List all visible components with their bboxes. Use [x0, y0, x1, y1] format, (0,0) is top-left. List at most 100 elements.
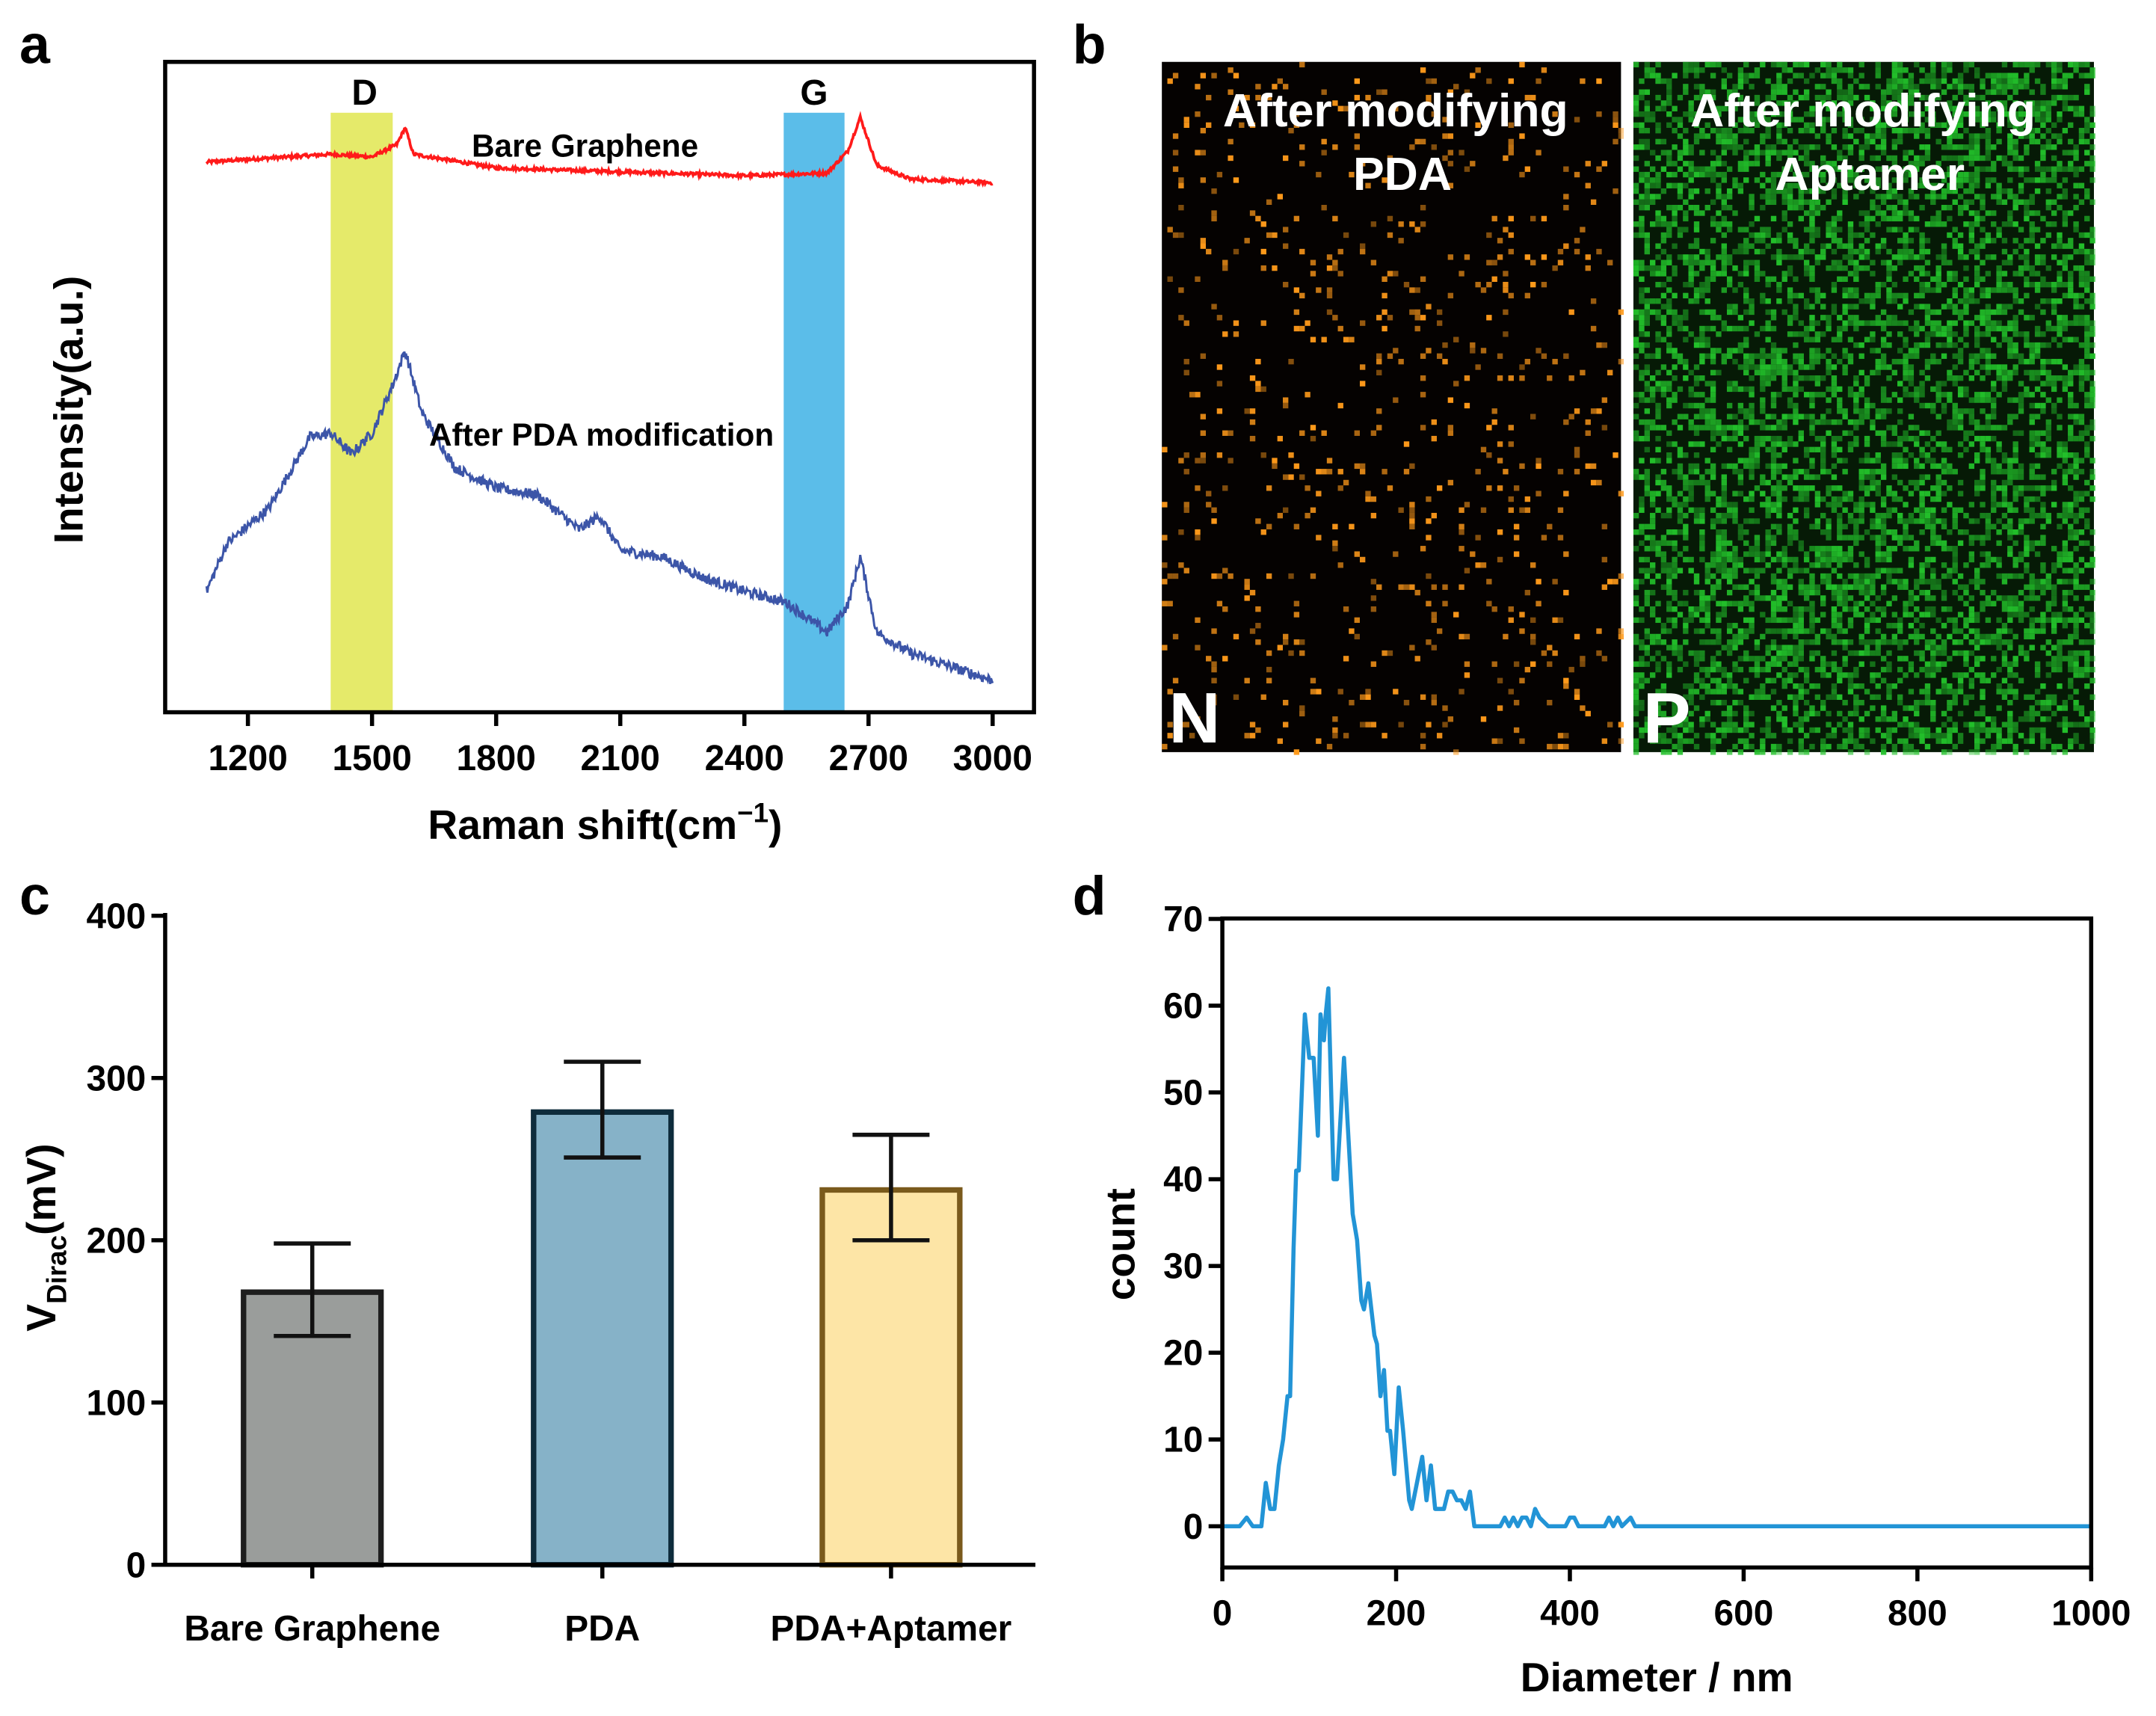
map-pixel-p [1650, 271, 1656, 277]
map-pixel-p [1743, 600, 1749, 606]
map-pixel-p [1650, 199, 1656, 206]
map-pixel-p [1793, 309, 1799, 316]
map-pixel-p [1985, 353, 1992, 359]
map-pixel-p [1660, 238, 1667, 244]
y-axis-title-intensity: Intensity(a.u.) [46, 276, 92, 544]
map-pixel-p [1886, 155, 1892, 162]
map-pixel-p [1941, 67, 1947, 73]
map-pixel-p [2084, 331, 2090, 337]
map-pixel-p [1952, 375, 1958, 381]
map-pixel-p [2007, 474, 2013, 480]
map-pixel-p [1947, 128, 1953, 134]
map-pixel-p [1897, 639, 1903, 645]
map-pixel-p [2073, 111, 2079, 117]
map-pixel-p [1897, 210, 1903, 216]
map-pixel-p [1798, 171, 1804, 178]
map-pixel-p [1809, 215, 1815, 222]
map-pixel-n [1233, 248, 1239, 255]
map-pixel-p [2001, 661, 2008, 667]
map-pixel-p [1924, 194, 1931, 200]
map-pixel-p [1666, 529, 1672, 535]
map-pixel-p [1875, 628, 1881, 634]
map-pixel-p [2029, 89, 2035, 95]
map-pixel-p [1743, 633, 1749, 640]
map-pixel-p [1655, 633, 1661, 640]
map-pixel-n [1283, 639, 1289, 645]
map-pixel-n [1332, 727, 1338, 734]
map-pixel-n [1497, 254, 1503, 260]
map-pixel-p [1914, 133, 1920, 139]
map-pixel-p [1985, 413, 1992, 419]
map-pixel-p [1726, 138, 1733, 145]
map-pixel-p [1880, 529, 1887, 535]
map-pixel-p [1820, 435, 1826, 442]
map-pixel-p [1770, 61, 1777, 68]
map-pixel-p [1809, 304, 1815, 310]
map-pixel-p [1726, 194, 1733, 200]
map-pixel-p [1820, 452, 1826, 458]
map-pixel-p [1770, 446, 1777, 453]
map-pixel-p [1726, 502, 1733, 508]
map-pixel-p [1644, 243, 1650, 249]
map-pixel-p [1683, 325, 1689, 332]
map-pixel-p [2089, 353, 2095, 359]
map-pixel-p [1793, 100, 1799, 106]
map-pixel-p [1853, 529, 1859, 535]
map-pixel-p [1930, 73, 1936, 79]
map-pixel-p [1820, 304, 1826, 310]
map-pixel-p [2057, 562, 2063, 568]
map-pixel-p [1655, 600, 1661, 606]
map-pixel-p [1760, 435, 1766, 442]
map-pixel-n [1453, 84, 1459, 90]
map-pixel-p [1693, 138, 1700, 145]
map-pixel-p [1726, 556, 1733, 563]
map-pixel-p [1743, 551, 1749, 557]
map-pixel-p [1787, 479, 1793, 486]
map-pixel-p [1996, 128, 2002, 134]
map-pixel-p [1655, 271, 1661, 277]
map-pixel-p [1963, 386, 1969, 393]
map-pixel-p [2040, 364, 2046, 370]
map-pixel-n [1354, 463, 1360, 470]
map-pixel-p [1776, 78, 1782, 84]
map-pixel-p [1924, 309, 1931, 316]
map-pixel-p [1941, 331, 1947, 337]
map-pixel-p [1650, 425, 1656, 431]
map-pixel-p [2029, 177, 2035, 183]
map-pixel-p [1754, 656, 1761, 662]
map-pixel-p [1996, 364, 2002, 370]
map-pixel-p [1870, 419, 1876, 425]
map-pixel-p [1710, 105, 1716, 111]
map-pixel-p [2029, 645, 2035, 651]
map-pixel-p [1793, 623, 1799, 629]
map-pixel-p [2078, 556, 2085, 563]
map-pixel-p [1787, 364, 1793, 370]
map-pixel-n [1420, 694, 1426, 701]
map-pixel-p [1749, 221, 1755, 227]
map-pixel-p [1886, 78, 1892, 84]
map-pixel-p [1891, 595, 1898, 601]
map-pixel-p [1655, 177, 1661, 183]
map-pixel-p [2012, 315, 2018, 321]
map-pixel-p [1903, 375, 1909, 381]
map-pixel-p [1908, 589, 1915, 596]
map-pixel-p [2034, 138, 2041, 145]
map-pixel-n [1349, 523, 1355, 529]
map-pixel-p [1666, 171, 1672, 178]
map-pixel-p [1683, 73, 1689, 79]
map-pixel-p [1842, 661, 1848, 667]
map-pixel-n [1354, 144, 1360, 150]
map-pixel-p [1880, 336, 1887, 342]
map-pixel-p [1721, 243, 1727, 249]
map-pixel-p [2062, 150, 2069, 156]
map-pixel-n [1200, 150, 1207, 156]
map-pixel-p [1809, 364, 1815, 370]
map-pixel-p [1732, 623, 1738, 629]
map-pixel-p [2034, 348, 2041, 354]
map-pixel-p [2084, 639, 2090, 645]
map-pixel-p [1737, 523, 1744, 529]
map-pixel-p [1809, 227, 1815, 233]
map-pixel-n [1470, 73, 1476, 79]
map-pixel-p [1886, 271, 1892, 277]
map-pixel-p [2024, 656, 2030, 662]
